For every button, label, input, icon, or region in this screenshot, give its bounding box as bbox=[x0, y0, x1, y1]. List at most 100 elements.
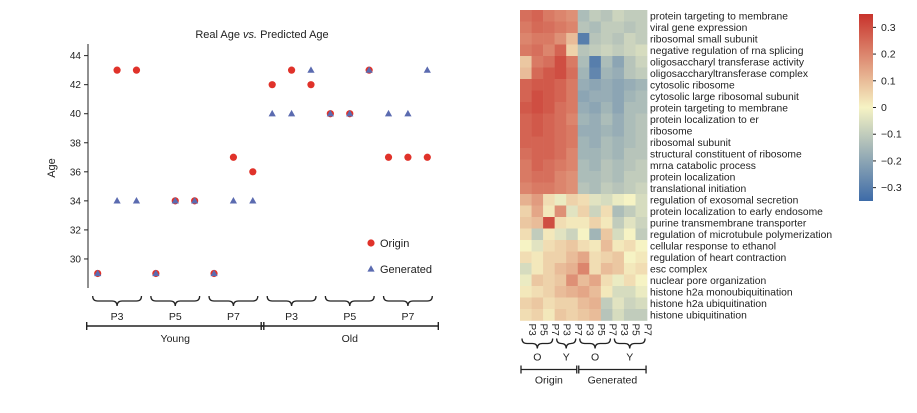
heatmap-cell bbox=[543, 171, 555, 183]
heatmap-cell bbox=[577, 205, 590, 218]
heatmap-cell bbox=[635, 33, 648, 45]
heatmap-cell bbox=[520, 102, 532, 114]
heatmap-cell bbox=[589, 228, 602, 241]
heatmap-row-label: negative regulation of rna splicing bbox=[650, 46, 804, 57]
heatmap-cell bbox=[520, 113, 532, 126]
heatmap-cell bbox=[531, 194, 544, 206]
heatmap-cell bbox=[612, 90, 625, 103]
heatmap-col-label: P5 bbox=[537, 324, 548, 337]
heatmap-cell bbox=[577, 102, 590, 114]
heatmap-cell bbox=[612, 309, 625, 321]
heatmap-cell bbox=[554, 44, 567, 57]
heatmap-cell bbox=[543, 136, 555, 149]
legend-origin-marker bbox=[367, 239, 375, 247]
heatmap-cell bbox=[623, 205, 636, 218]
heatmap-cell bbox=[531, 148, 544, 160]
heatmap-cell bbox=[589, 297, 602, 310]
y-tick-label: 34 bbox=[70, 196, 82, 207]
heatmap-cell bbox=[635, 263, 648, 275]
heatmap-cell bbox=[543, 286, 555, 298]
heatmap-row-label: esc complex bbox=[650, 265, 708, 276]
heatmap-cell bbox=[589, 171, 602, 183]
col-subgroup-label: O bbox=[591, 352, 599, 364]
heatmap-cell bbox=[589, 90, 602, 103]
heatmap-cell bbox=[520, 90, 532, 103]
col-subgroup-brace bbox=[579, 338, 612, 349]
heatmap-cell bbox=[554, 10, 567, 22]
heatmap-row-label: histone h2a ubiquitination bbox=[650, 299, 767, 310]
heatmap-row-label: structural constituent of ribosome bbox=[650, 150, 802, 161]
generated-point bbox=[191, 197, 199, 204]
heatmap-cell bbox=[531, 228, 544, 241]
heatmap-col-label: P5 bbox=[630, 324, 641, 337]
heatmap-cell bbox=[566, 113, 579, 126]
generated-point bbox=[249, 197, 257, 204]
colorbar bbox=[859, 14, 873, 201]
group-label: P7 bbox=[227, 311, 240, 323]
y-tick-label: 30 bbox=[70, 254, 82, 265]
heatmap-cell bbox=[520, 240, 532, 252]
heatmap-cell bbox=[520, 67, 532, 80]
heatmap-row-label: viral gene expression bbox=[650, 23, 748, 34]
heatmap-cell bbox=[623, 102, 636, 114]
heatmap-cell bbox=[589, 205, 602, 218]
colorbar-tick-label: 0 bbox=[881, 102, 887, 114]
heatmap-cell bbox=[554, 33, 567, 45]
heatmap-cell bbox=[520, 309, 532, 321]
chart-title-main: Real Age bbox=[195, 29, 243, 41]
heatmap-cell bbox=[600, 182, 613, 195]
heatmap-col-label: P7 bbox=[607, 324, 618, 337]
heatmap-cell bbox=[589, 309, 602, 321]
heatmap-col-label: P7 bbox=[641, 324, 652, 337]
heatmap-cell bbox=[520, 56, 532, 68]
heatmap-cell bbox=[531, 10, 544, 22]
heatmap-cell bbox=[635, 56, 648, 68]
heatmap-cell bbox=[600, 263, 613, 275]
heatmap-cell bbox=[635, 67, 648, 80]
heatmap-cell bbox=[543, 10, 555, 22]
heatmap-cell bbox=[566, 102, 579, 114]
heatmap-cell bbox=[600, 194, 613, 206]
heatmap-cell bbox=[635, 136, 648, 149]
generated-point bbox=[229, 197, 238, 204]
colorbar-tick-label: −0.1 bbox=[881, 129, 902, 141]
heatmap-cell bbox=[623, 194, 636, 206]
heatmap-cell bbox=[543, 33, 555, 45]
heatmap-cell bbox=[623, 21, 636, 34]
legend-generated-label: Generated bbox=[380, 264, 432, 276]
heatmap-cell bbox=[589, 79, 602, 91]
generated-point bbox=[268, 109, 276, 117]
chart-title-italic: vs. bbox=[243, 29, 257, 41]
heatmap-cell bbox=[543, 297, 555, 310]
generated-point bbox=[152, 269, 160, 277]
col-subgroup-label: Y bbox=[563, 352, 570, 364]
heatmap-cell bbox=[612, 136, 625, 149]
heatmap-cell bbox=[635, 286, 648, 298]
heatmap-row-label: translational initiation bbox=[650, 184, 746, 195]
heatmap-cell bbox=[566, 274, 579, 287]
heatmap-cell bbox=[543, 125, 555, 137]
col-subgroup-brace bbox=[613, 338, 646, 349]
origin-point bbox=[307, 81, 315, 89]
heatmap-cell bbox=[531, 33, 544, 45]
heatmap-cell bbox=[520, 205, 532, 218]
origin-point bbox=[132, 66, 141, 74]
heatmap-row-label: ribosomal subunit bbox=[650, 138, 731, 149]
heatmap-cell bbox=[543, 263, 555, 275]
heatmap-cell bbox=[531, 171, 544, 183]
heatmap-cell bbox=[566, 125, 579, 137]
heatmap-cell bbox=[543, 44, 555, 57]
heatmap-cell bbox=[623, 297, 636, 310]
group-brace bbox=[266, 295, 317, 307]
heatmap-cell bbox=[600, 67, 613, 80]
heatmap-cell bbox=[566, 136, 579, 149]
generated-point bbox=[346, 109, 354, 117]
heatmap-cell bbox=[612, 148, 625, 160]
heatmap-cell bbox=[577, 148, 590, 160]
heatmap-cell bbox=[554, 21, 567, 34]
col-group-label: Origin bbox=[535, 375, 563, 387]
heatmap-cell bbox=[612, 240, 625, 252]
heatmap-cell bbox=[589, 240, 602, 252]
y-tick-label: 40 bbox=[70, 109, 82, 120]
